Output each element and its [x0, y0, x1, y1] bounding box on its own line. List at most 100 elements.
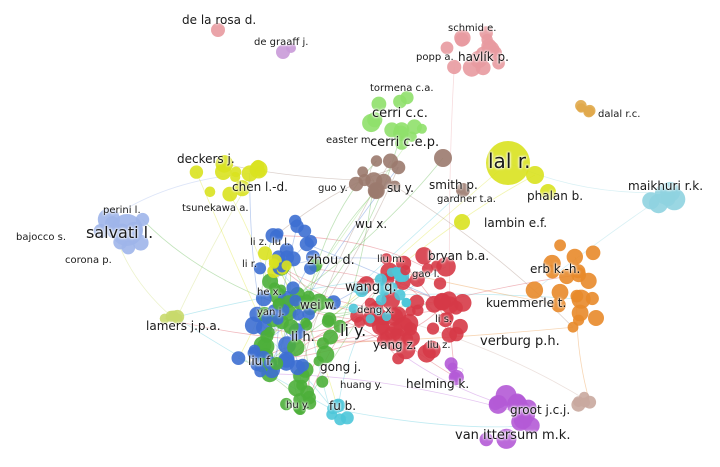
green-cluster-node[interactable] — [264, 326, 275, 338]
cyan-cluster-node[interactable] — [334, 413, 346, 426]
cyan-cluster-node[interactable] — [348, 303, 359, 314]
green-cluster-node[interactable] — [280, 397, 293, 411]
green-cluster-node[interactable] — [294, 403, 306, 415]
blue-cluster-node[interactable] — [248, 344, 261, 356]
cyan-cluster-node[interactable] — [381, 311, 392, 322]
green-cluster-node[interactable] — [316, 375, 329, 388]
green-cluster-node[interactable] — [287, 338, 305, 357]
red-cluster-node[interactable] — [442, 312, 454, 324]
blue-cluster-node[interactable] — [298, 224, 312, 238]
green-cluster-node[interactable] — [275, 284, 287, 295]
pink-cluster-node[interactable] — [492, 56, 505, 70]
orange-cluster-node[interactable] — [571, 264, 586, 279]
red-cluster-node[interactable] — [364, 297, 376, 309]
cyan-cluster-node[interactable] — [375, 294, 387, 306]
blue-cluster-node[interactable] — [231, 351, 246, 365]
brown-cluster-node[interactable] — [357, 166, 369, 178]
red-cluster-node[interactable] — [436, 257, 456, 277]
orange-cluster-node[interactable] — [566, 248, 583, 266]
red-cluster-node[interactable] — [422, 340, 441, 359]
olive-cluster-node[interactable] — [159, 313, 170, 324]
lavender-cluster-node[interactable] — [93, 224, 108, 239]
lavender-cluster-node[interactable] — [121, 240, 136, 255]
purple-cluster-node[interactable] — [520, 399, 537, 416]
pink-cluster-node[interactable] — [455, 32, 469, 47]
green-cluster-node[interactable] — [272, 298, 284, 310]
green-cluster-node[interactable] — [313, 355, 324, 367]
purple-cluster-node[interactable] — [493, 395, 506, 409]
green-cluster-node[interactable] — [316, 337, 329, 350]
orange-cluster-node[interactable] — [551, 283, 569, 301]
red-cluster-node[interactable] — [405, 306, 416, 317]
yellow-cluster-node[interactable] — [234, 180, 251, 197]
green-cluster-node[interactable] — [303, 396, 317, 410]
brown-cluster-node[interactable] — [391, 160, 406, 175]
yellow-cluster-node[interactable] — [486, 141, 530, 185]
pink-cluster-node[interactable] — [447, 59, 462, 75]
cyan-cluster-node[interactable] — [373, 306, 383, 316]
lightgreen-cluster-node[interactable] — [400, 91, 414, 105]
blue-cluster-node[interactable] — [304, 262, 317, 275]
orange-cluster-node[interactable] — [525, 281, 544, 299]
green-cluster-node[interactable] — [301, 294, 312, 305]
yellow-cluster-node[interactable] — [204, 186, 216, 198]
purple-cluster-node[interactable] — [479, 432, 494, 447]
tan-cluster-node[interactable] — [576, 103, 586, 113]
blue-cluster-node[interactable] — [302, 307, 315, 321]
pink-cluster-node[interactable] — [211, 23, 225, 37]
brown-cluster-node[interactable] — [456, 183, 470, 197]
pink-cluster-node[interactable] — [481, 33, 493, 46]
cyan-cluster-node[interactable] — [365, 314, 375, 324]
red-cluster-node[interactable] — [433, 277, 447, 290]
blue-cluster-node[interactable] — [261, 312, 273, 324]
brown-cluster-node[interactable] — [370, 155, 383, 167]
pink-cluster-node[interactable] — [476, 46, 490, 61]
yellow-cluster-node[interactable] — [222, 186, 238, 202]
red-cluster-node[interactable] — [392, 352, 405, 365]
yellow-cluster-node[interactable] — [281, 260, 292, 271]
violet-cluster-node[interactable] — [286, 43, 296, 53]
orange-cluster-node[interactable] — [551, 297, 566, 313]
orange-cluster-node[interactable] — [567, 321, 579, 333]
orange-cluster-node[interactable] — [585, 245, 601, 261]
skyblue-cluster-node[interactable] — [642, 192, 660, 210]
yellow-cluster-node[interactable] — [268, 258, 280, 269]
skyblue-cluster-node[interactable] — [661, 192, 676, 207]
blue-cluster-node[interactable] — [253, 262, 267, 275]
green-cluster-node[interactable] — [296, 379, 308, 391]
orange-cluster-node[interactable] — [585, 291, 599, 306]
orange-cluster-node[interactable] — [570, 289, 584, 303]
blue-cluster-node[interactable] — [272, 228, 284, 240]
orange-cluster-node[interactable] — [559, 268, 575, 285]
red-cluster-node[interactable] — [403, 322, 417, 336]
lightgreen-cluster-node[interactable] — [406, 131, 417, 142]
red-cluster-node[interactable] — [400, 265, 411, 276]
red-cluster-node[interactable] — [426, 322, 440, 335]
blue-cluster-node[interactable] — [279, 243, 294, 257]
red-cluster-node[interactable] — [354, 316, 366, 328]
red-cluster-node[interactable] — [449, 326, 464, 342]
cyan-cluster-node[interactable] — [391, 266, 401, 276]
pink-cluster-node[interactable] — [440, 41, 454, 55]
green-cluster-node[interactable] — [300, 317, 311, 328]
tan-cluster-node[interactable] — [580, 397, 591, 408]
red-cluster-node[interactable] — [380, 331, 393, 344]
yellow-cluster-node[interactable] — [540, 184, 556, 200]
lavender-cluster-node[interactable] — [126, 231, 139, 244]
yellow-cluster-node[interactable] — [215, 163, 232, 180]
blue-cluster-node[interactable] — [272, 313, 284, 325]
cyan-cluster-node[interactable] — [326, 408, 338, 420]
cyan-cluster-node[interactable] — [351, 283, 361, 293]
red-cluster-node[interactable] — [415, 247, 433, 265]
yellow-cluster-node[interactable] — [255, 166, 266, 177]
red-cluster-node[interactable] — [390, 306, 407, 323]
green-cluster-node[interactable] — [333, 319, 347, 333]
lavender-cluster-node[interactable] — [135, 212, 150, 227]
blue-cluster-node[interactable] — [255, 290, 272, 307]
red-cluster-node[interactable] — [380, 253, 392, 265]
cyan-cluster-node[interactable] — [402, 298, 412, 308]
olive-cluster-node[interactable] — [172, 313, 183, 324]
green-cluster-node[interactable] — [270, 357, 284, 370]
blue-cluster-node[interactable] — [296, 358, 309, 372]
yellow-cluster-node[interactable] — [189, 165, 204, 179]
